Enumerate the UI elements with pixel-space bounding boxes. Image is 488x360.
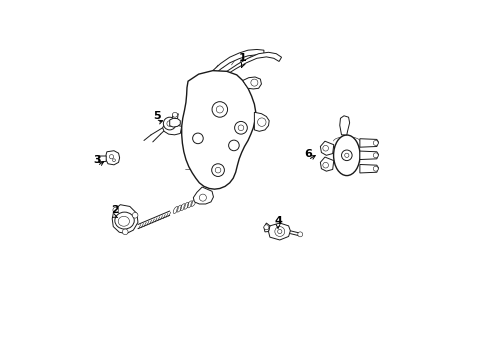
Circle shape — [322, 162, 328, 168]
Circle shape — [250, 79, 257, 86]
Circle shape — [163, 117, 176, 130]
Text: 3: 3 — [93, 154, 101, 165]
Text: 5: 5 — [153, 112, 161, 121]
Polygon shape — [105, 151, 120, 165]
Circle shape — [238, 125, 244, 131]
Circle shape — [166, 121, 172, 126]
Text: 2: 2 — [111, 205, 119, 215]
Polygon shape — [320, 157, 333, 171]
Polygon shape — [268, 223, 290, 240]
Polygon shape — [212, 49, 264, 76]
Circle shape — [192, 133, 203, 144]
Circle shape — [257, 118, 265, 126]
Circle shape — [274, 226, 284, 237]
Polygon shape — [112, 205, 138, 234]
Polygon shape — [242, 77, 261, 89]
Polygon shape — [163, 123, 182, 135]
Circle shape — [215, 167, 221, 173]
Circle shape — [216, 106, 223, 113]
Ellipse shape — [118, 216, 129, 226]
Circle shape — [297, 232, 302, 237]
Polygon shape — [254, 112, 269, 131]
Ellipse shape — [115, 212, 134, 229]
Circle shape — [122, 229, 128, 235]
Polygon shape — [98, 156, 106, 162]
Circle shape — [109, 154, 113, 159]
Polygon shape — [169, 118, 180, 127]
Circle shape — [132, 212, 138, 218]
Circle shape — [372, 153, 377, 158]
Polygon shape — [224, 52, 281, 76]
Circle shape — [372, 140, 377, 145]
Polygon shape — [193, 187, 213, 204]
Circle shape — [228, 140, 239, 151]
Text: 6: 6 — [304, 149, 311, 158]
Circle shape — [212, 102, 227, 117]
Circle shape — [199, 194, 206, 201]
Polygon shape — [359, 139, 378, 147]
Polygon shape — [264, 223, 269, 232]
Text: 4: 4 — [273, 216, 282, 226]
Circle shape — [234, 121, 247, 134]
Circle shape — [322, 145, 328, 151]
Polygon shape — [339, 116, 349, 135]
Polygon shape — [359, 151, 378, 159]
Polygon shape — [320, 141, 333, 155]
Circle shape — [211, 164, 224, 176]
Circle shape — [344, 153, 348, 157]
Circle shape — [372, 166, 377, 171]
Circle shape — [264, 225, 268, 230]
Circle shape — [341, 150, 351, 161]
Circle shape — [277, 229, 281, 234]
Circle shape — [112, 159, 115, 162]
Polygon shape — [182, 71, 255, 189]
Text: 1: 1 — [238, 53, 246, 63]
Ellipse shape — [333, 135, 359, 176]
Polygon shape — [359, 165, 378, 173]
Circle shape — [172, 112, 177, 117]
Circle shape — [113, 207, 118, 213]
